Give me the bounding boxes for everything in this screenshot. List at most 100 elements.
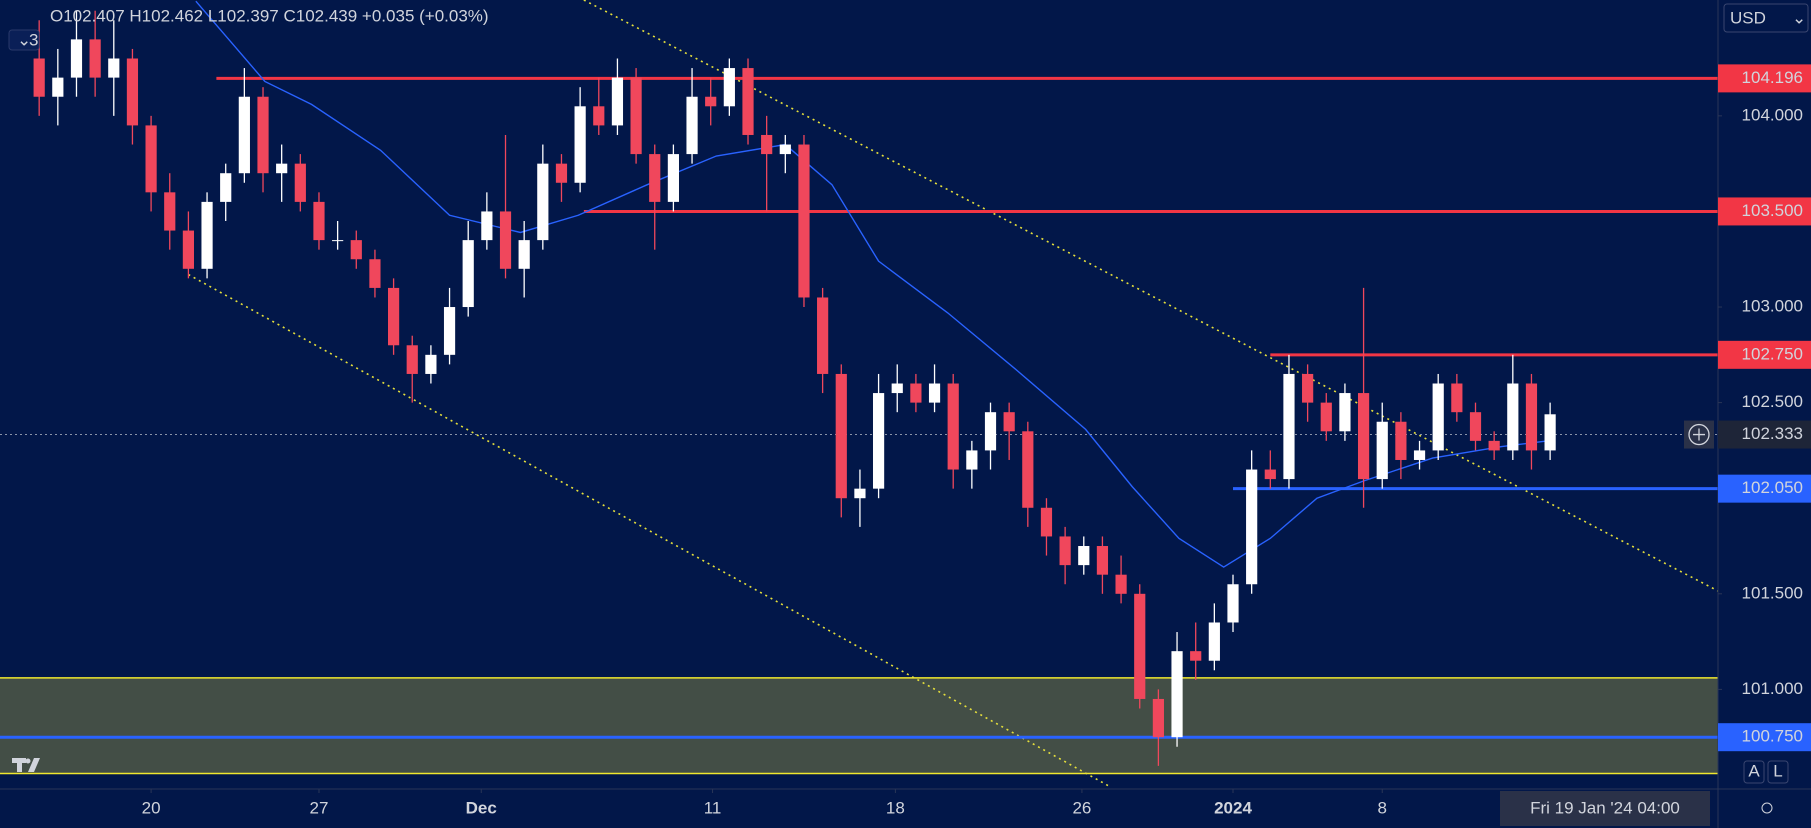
price-level-label: 104.196	[1742, 68, 1803, 87]
candle-body	[966, 450, 978, 470]
candle-body	[928, 383, 941, 403]
candle-body	[1059, 536, 1071, 566]
trendline	[188, 273, 1109, 787]
candle-body	[182, 230, 194, 269]
candle-body	[1376, 421, 1388, 480]
candle-body	[705, 96, 717, 107]
candle-body	[1078, 546, 1090, 566]
plus-circle	[1688, 423, 1710, 446]
price-level-tag	[1718, 64, 1811, 93]
settings-icon[interactable]	[1761, 802, 1773, 814]
candle-body	[1413, 450, 1426, 460]
candle-body	[1264, 469, 1276, 480]
candle-body	[1152, 698, 1164, 738]
log-scale-button[interactable]	[1767, 760, 1789, 784]
candle-body	[1096, 546, 1109, 575]
candle-body	[872, 393, 885, 489]
x-tick-label: 20	[142, 798, 161, 817]
candle-body	[630, 77, 642, 155]
plus-sign	[1693, 428, 1705, 441]
candle-body	[332, 240, 344, 242]
axes: 104.000 103.000 102.500 101.500 101.000 20 27 D…	[142, 64, 1811, 817]
candle-body	[1395, 421, 1407, 460]
y-tick-label: 101.000	[1742, 679, 1803, 698]
x-tick-label: Dec	[466, 798, 497, 817]
candle-body	[555, 163, 568, 183]
cursor-time: Fri 19 Jan '24 04:00	[1530, 798, 1680, 817]
candle-body	[145, 125, 157, 193]
y-tick-label: 104.000	[1742, 105, 1803, 124]
x-tick-label: 2024	[1214, 798, 1252, 817]
candle-body	[387, 287, 400, 346]
log-scale-label: L	[1773, 761, 1782, 780]
price-level-label: 103.500	[1742, 201, 1803, 220]
y-tick-label: 101.500	[1742, 583, 1803, 602]
candle-body	[164, 192, 176, 231]
candle-body	[761, 134, 773, 155]
auto-scale-label: A	[1748, 761, 1760, 780]
x-tick-label: 27	[310, 798, 329, 817]
moving-average	[195, 0, 1549, 568]
x-tick-label: 11	[704, 798, 722, 817]
candle-body	[294, 163, 306, 202]
candle-body	[1339, 393, 1351, 432]
candle-body	[537, 163, 549, 241]
auto-scale-button[interactable]	[1743, 760, 1765, 784]
plot-area	[0, 0, 1718, 787]
candle-body	[518, 240, 530, 269]
indicator-count: 3	[29, 30, 38, 49]
candle-body	[425, 354, 437, 374]
candle-body	[611, 77, 624, 126]
candle-body	[779, 144, 791, 155]
price-level-label: 102.050	[1742, 478, 1803, 497]
candle-body	[276, 163, 288, 174]
candle-body	[201, 201, 213, 269]
candle-body	[798, 144, 810, 298]
candle-body	[1451, 383, 1463, 413]
candle-body	[984, 412, 997, 451]
y-tick-label: 103.000	[1742, 297, 1803, 316]
candle-body	[1115, 574, 1127, 594]
candle-body	[742, 68, 754, 135]
price-level-label: 100.750	[1742, 727, 1803, 746]
candle-body	[481, 211, 493, 241]
price-level-label: 102.750	[1742, 344, 1803, 363]
candle-body	[220, 173, 232, 202]
candle-body	[1320, 402, 1332, 432]
current-price-tag	[1718, 420, 1811, 449]
cursor-time-box	[1500, 791, 1710, 826]
y-tick-label: 102.500	[1742, 392, 1803, 411]
candle-body	[238, 96, 250, 174]
candle-body	[649, 154, 661, 202]
x-tick-label: 8	[1378, 798, 1387, 817]
add-alert-button[interactable]	[1684, 420, 1714, 449]
candle-body	[667, 154, 679, 202]
price-level-tag	[1718, 474, 1811, 503]
candle-body	[1022, 431, 1034, 508]
chevron: ⌄	[1792, 8, 1806, 27]
x-tick-label: 18	[886, 798, 905, 817]
candle-body	[1283, 373, 1295, 480]
candle-body	[1171, 651, 1183, 738]
candle-body	[1208, 622, 1220, 661]
candle-body	[891, 383, 903, 394]
candle-body	[1525, 383, 1538, 451]
candle-body	[108, 58, 120, 78]
candle-body	[1246, 469, 1258, 585]
currency-select[interactable]	[1723, 3, 1809, 33]
currency: USD	[1730, 8, 1766, 27]
candle-body	[257, 96, 269, 174]
candle-body	[723, 68, 735, 107]
chevron: ⌄	[17, 30, 31, 49]
candle-body	[313, 201, 325, 241]
candle-body	[1469, 412, 1482, 441]
tv-logo	[12, 758, 40, 772]
candle-body	[1507, 383, 1519, 451]
candle-body	[462, 240, 474, 308]
price-level-tag	[1718, 197, 1811, 226]
candle-body	[835, 373, 847, 499]
candle-body	[1227, 584, 1239, 623]
indicator-toggle[interactable]	[8, 29, 40, 51]
ohlc-legend: O102.407 H102.462 L102.397 C102.439 +0.0…	[50, 6, 489, 25]
